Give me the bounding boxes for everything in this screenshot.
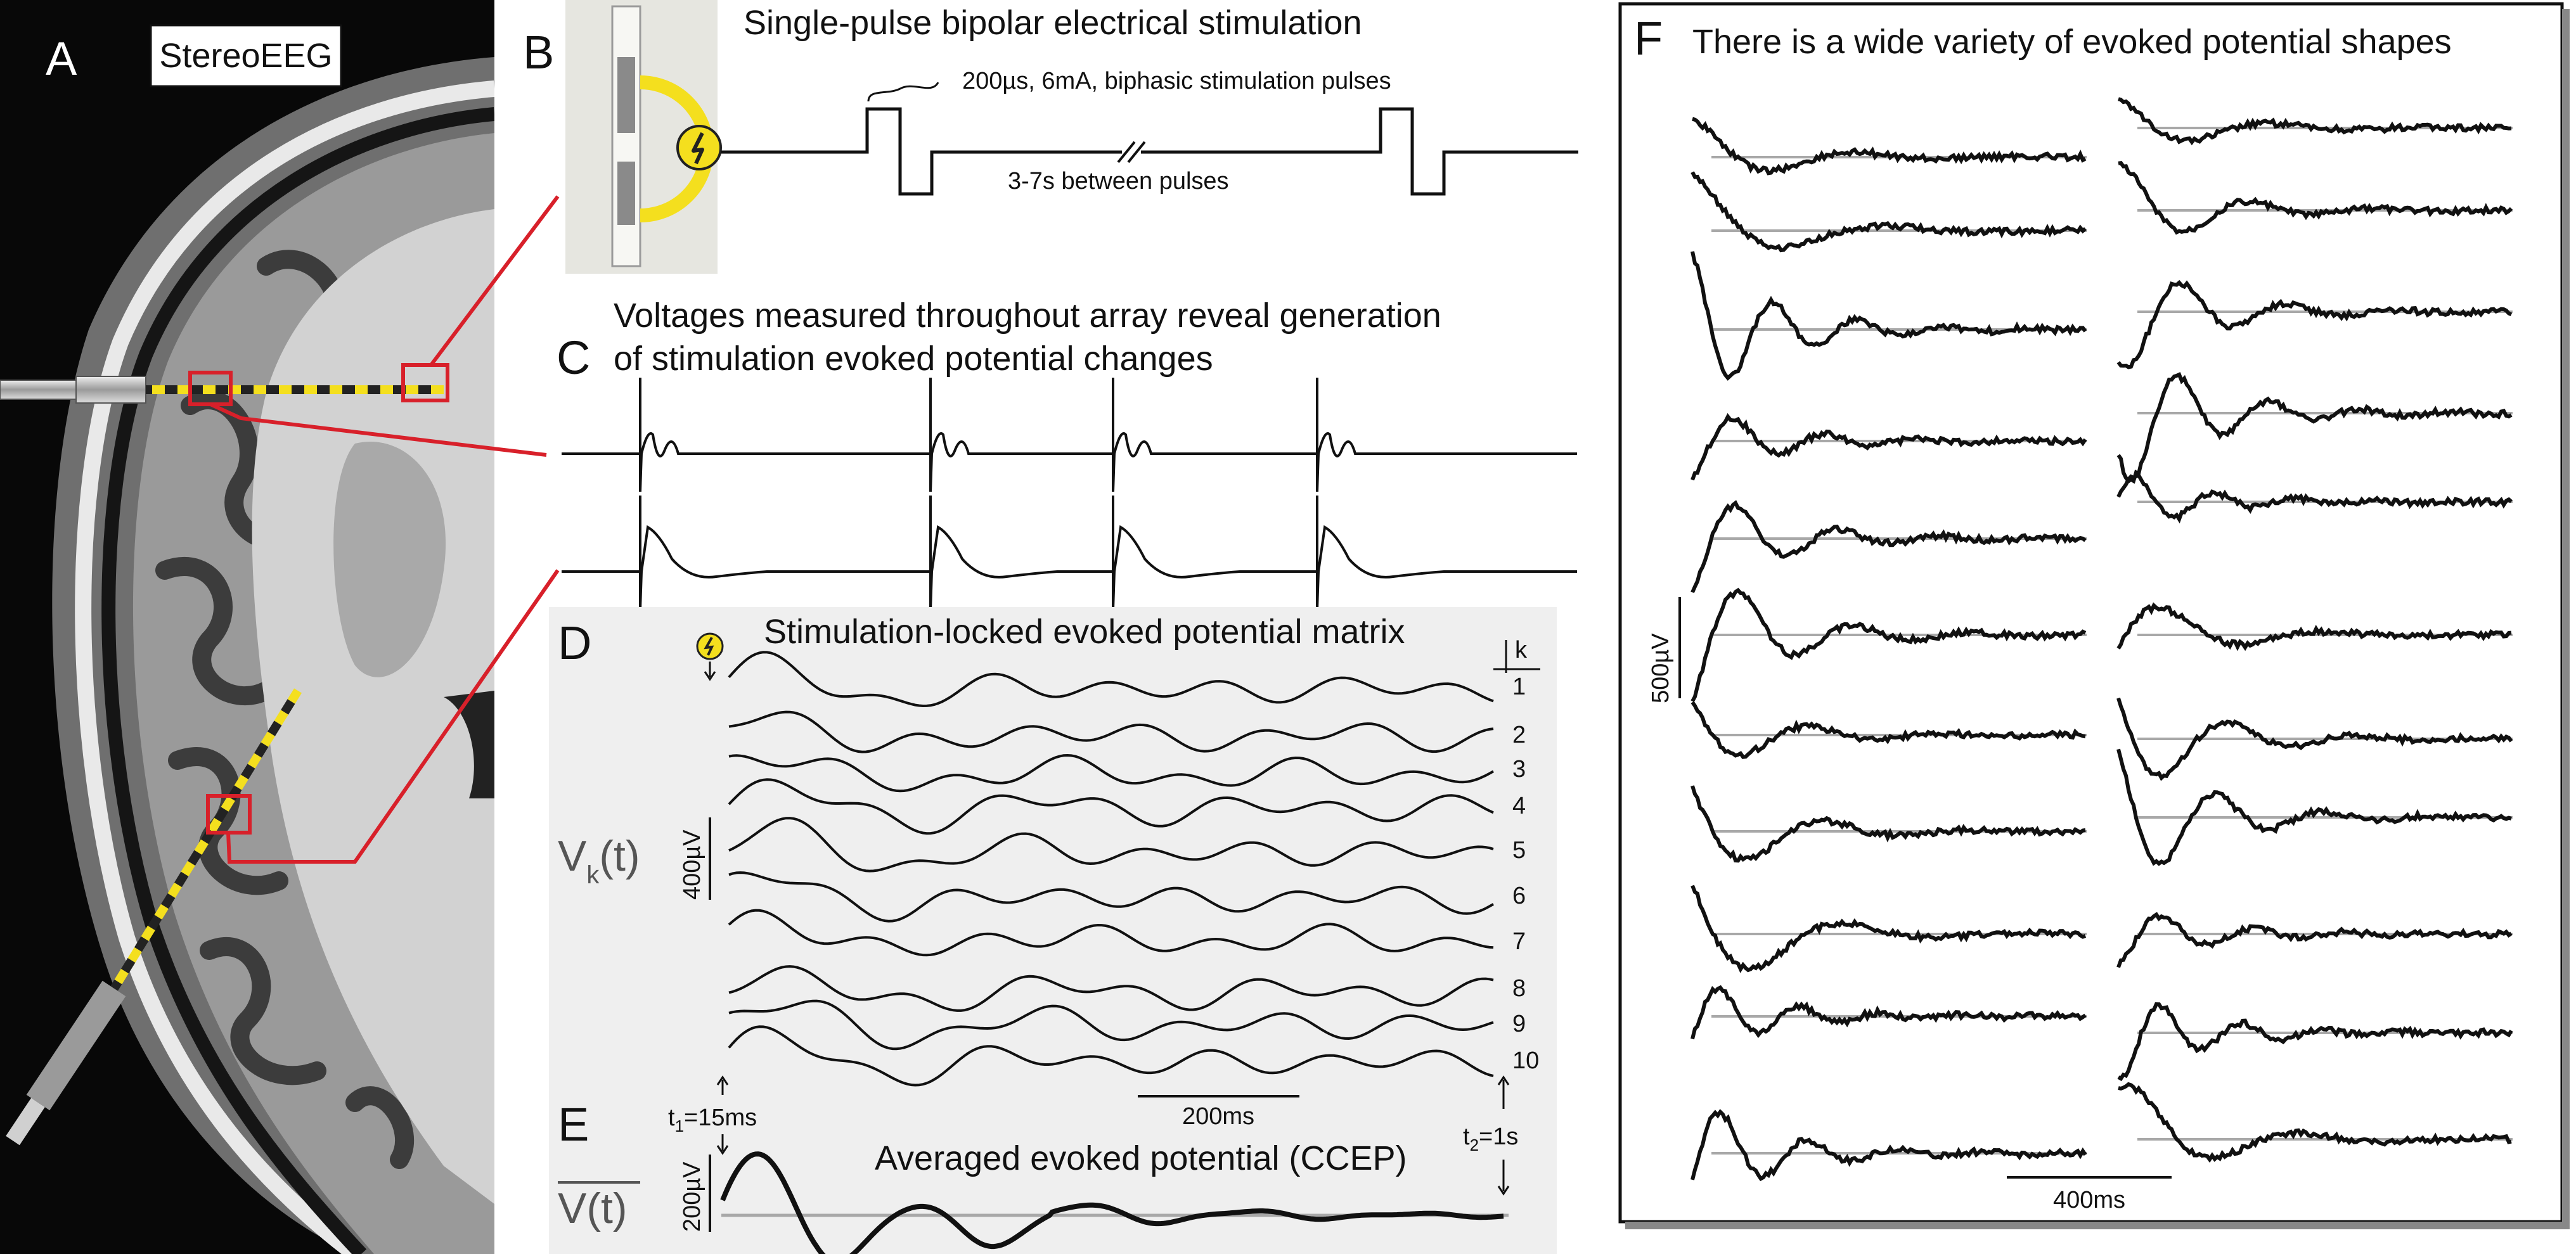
- trial-label: 1: [1512, 674, 1526, 700]
- mri-ventricle: [444, 691, 494, 798]
- trial-label: 6: [1512, 883, 1526, 909]
- t2-label: t2=1s: [1463, 1123, 1518, 1155]
- shape-trace: [1690, 251, 2087, 381]
- trial-trace: [728, 999, 1494, 1051]
- shape-trace: [1692, 117, 2087, 176]
- scale-400ms-label: 400ms: [2053, 1187, 2125, 1213]
- trial-trace: [728, 651, 1494, 708]
- vbar-label: V(t): [558, 1184, 628, 1232]
- trial-label: 3: [1512, 756, 1526, 783]
- trial-label: 8: [1512, 975, 1526, 1002]
- scale-500uv-label: 500µV: [1647, 633, 1674, 703]
- shape-trace: [1690, 885, 2087, 973]
- lightning-icon: [676, 125, 722, 170]
- mri-skull-dark: [101, 107, 494, 1254]
- electrode-photo-shaft: [611, 5, 641, 267]
- trial-label: 5: [1512, 837, 1526, 864]
- scale-200uv-label: 200µV: [679, 1161, 705, 1232]
- connector-lines: [209, 195, 560, 864]
- shape-trace: [1690, 701, 2086, 759]
- shape-trace: [2116, 372, 2513, 484]
- panel-e-letter: E: [558, 1098, 589, 1151]
- t1-arrows: [716, 1075, 729, 1155]
- t1-label: t1=15ms: [668, 1104, 757, 1136]
- panel-c: Voltages measured throughout array revea…: [557, 297, 1577, 610]
- panel-c-title-1: Voltages measured throughout array revea…: [614, 297, 1441, 335]
- panel-b: B Single-pulse bipolar electrical stimul…: [523, 0, 1578, 274]
- panel-c-title-2: of stimulation evoked potential changes: [614, 340, 1213, 378]
- trial-trace: [728, 1025, 1494, 1087]
- trial-label: 9: [1512, 1011, 1526, 1037]
- trial-trace: [728, 965, 1494, 1012]
- t2-arrows: [1497, 1075, 1510, 1196]
- shape-trace: [1690, 985, 2087, 1040]
- electrode-horizontal: [0, 376, 444, 404]
- trial-label: 4: [1512, 793, 1526, 819]
- shape-trace: [1690, 171, 2087, 253]
- panel-d-title: Stimulation-locked evoked potential matr…: [764, 613, 1405, 651]
- mri-skull-bright: [75, 80, 494, 1254]
- mri-deep-nuclei: [333, 441, 446, 677]
- panel-f-letter: F: [1634, 12, 1663, 65]
- k-header-lines: [1493, 640, 1540, 673]
- panel-a-letter: A: [46, 32, 77, 85]
- shape-traces: [1690, 97, 2513, 1182]
- shape-trace: [2118, 161, 2513, 235]
- break-mark: [1117, 141, 1146, 163]
- k-label: k: [1515, 637, 1528, 663]
- shape-trace: [2117, 1002, 2513, 1082]
- scale-200ms-label: 200ms: [1182, 1103, 1254, 1130]
- panel-f-shadow: [1625, 1222, 2567, 1229]
- pulse-train: [721, 107, 1578, 196]
- shape-trace: [1690, 500, 2087, 594]
- panel-a: [0, 0, 494, 1254]
- contact-box-2: [401, 363, 449, 402]
- panel-c-letter: C: [557, 331, 590, 384]
- panel-b-title: Single-pulse bipolar electrical stimulat…: [744, 4, 1362, 42]
- shape-trace: [2116, 912, 2513, 968]
- shape-trace: [2118, 1082, 2512, 1163]
- interval-note: 3-7s between pulses: [1008, 168, 1229, 195]
- panel-f-frame: [1618, 2, 2564, 1224]
- shape-trace: [2116, 602, 2512, 651]
- trial-trace: [728, 871, 1494, 923]
- trial-trace: [728, 753, 1494, 793]
- pulse-note: 200µs, 6mA, biphasic stimulation pulses: [962, 68, 1391, 94]
- stereo-eeg-label: StereoEEG: [159, 37, 332, 75]
- mri-white-matter: [252, 209, 494, 1204]
- panel-b-letter: B: [523, 26, 554, 79]
- trial-label: 7: [1512, 928, 1526, 955]
- ccep-trace: [720, 1151, 1504, 1254]
- panel-d-letter: D: [558, 617, 591, 669]
- trial-trace: [728, 817, 1494, 873]
- shape-trace: [1690, 587, 2087, 703]
- trial-label: 2: [1512, 722, 1526, 748]
- electrode-diagonal: [6, 688, 302, 1146]
- shape-trace: [2116, 697, 2513, 781]
- panel-e-title: Averaged evoked potential (CCEP): [875, 1139, 1407, 1177]
- trial-traces: [728, 651, 1494, 1087]
- trial-labels: 1 2 3 4 5 6 7 8 9 10: [1512, 674, 1539, 1074]
- trial-trace: [728, 909, 1494, 957]
- vk-label: Vk(t): [558, 832, 640, 889]
- panel-f-title: There is a wide variety of evoked potent…: [1692, 23, 2452, 61]
- shape-trace: [1690, 785, 2086, 863]
- stereo-eeg-label-box: [150, 24, 342, 87]
- shape-trace: [2116, 748, 2512, 866]
- panel-d-e: D Stimulation-locked evoked potential ma…: [549, 607, 1557, 1254]
- trace-c-lower: [562, 496, 1577, 610]
- scale-400uv-label: 400µV: [679, 829, 705, 900]
- shape-trace: [1690, 413, 2087, 481]
- trial-trace: [728, 710, 1494, 753]
- shape-trace: [2118, 97, 2512, 146]
- trace-c-upper: [562, 378, 1577, 492]
- shape-trace: [1690, 1109, 2087, 1182]
- pulse-brace: [867, 82, 939, 102]
- shape-trace: [2116, 473, 2513, 524]
- trial-label: 10: [1512, 1047, 1539, 1074]
- panel-f: F There is a wide variety of evoked pote…: [1618, 2, 2570, 1229]
- shape-trace: [2116, 279, 2513, 369]
- trial-trace: [728, 778, 1494, 835]
